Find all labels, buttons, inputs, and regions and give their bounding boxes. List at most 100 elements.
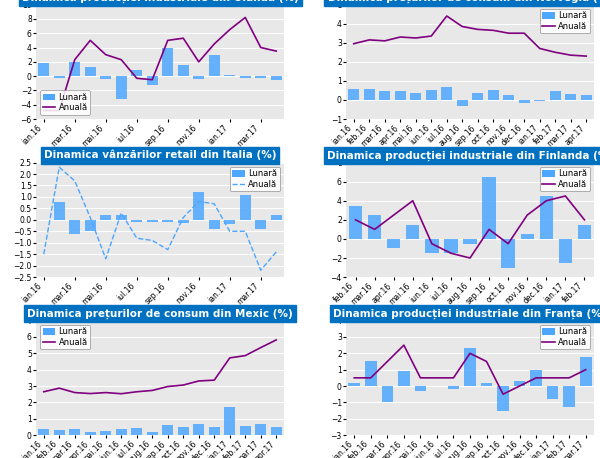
Bar	[70, 62, 80, 76]
Bar	[131, 71, 142, 76]
Bar	[85, 220, 95, 231]
Bar	[131, 428, 142, 435]
Legend: Lunară, Anuală: Lunară, Anuală	[540, 9, 590, 33]
Legend: Lunară, Anuală: Lunară, Anuală	[540, 325, 590, 349]
Bar	[387, 239, 400, 248]
Bar	[426, 89, 437, 100]
Legend: Lunară, Anuală: Lunară, Anuală	[540, 167, 590, 191]
Bar	[502, 239, 515, 267]
Bar	[563, 386, 575, 407]
Bar	[163, 48, 173, 76]
Bar	[54, 202, 65, 220]
Bar	[256, 220, 266, 229]
Bar	[193, 192, 204, 220]
Bar	[349, 88, 359, 100]
Bar	[163, 220, 173, 222]
Bar	[271, 215, 281, 220]
Bar	[147, 432, 158, 435]
Bar	[256, 76, 266, 78]
Bar	[503, 95, 514, 100]
Bar	[521, 234, 534, 239]
Bar	[565, 94, 576, 100]
Bar	[256, 424, 266, 435]
Bar	[147, 76, 158, 86]
Bar	[398, 371, 410, 386]
Bar	[240, 426, 251, 435]
Bar	[240, 195, 251, 220]
Bar	[349, 383, 360, 386]
Bar	[382, 386, 393, 403]
Bar	[209, 427, 220, 435]
Bar	[193, 424, 204, 435]
Bar	[550, 92, 560, 100]
Bar	[519, 100, 530, 103]
Bar	[100, 431, 111, 435]
Bar	[444, 239, 458, 253]
Bar	[530, 370, 542, 386]
Bar	[85, 67, 95, 76]
Bar	[116, 215, 127, 220]
Bar	[54, 76, 65, 77]
Bar	[464, 349, 476, 386]
Bar	[488, 91, 499, 100]
Bar	[410, 93, 421, 100]
Bar	[178, 220, 188, 223]
Bar	[559, 239, 572, 263]
Bar	[457, 100, 467, 106]
Bar	[271, 76, 281, 81]
Bar	[178, 427, 188, 435]
Bar	[38, 429, 49, 435]
Bar	[116, 76, 127, 99]
Bar	[209, 220, 220, 229]
Bar	[580, 357, 592, 386]
Bar	[581, 95, 592, 100]
Bar	[364, 88, 374, 100]
Bar	[547, 386, 559, 399]
Bar	[70, 430, 80, 435]
Bar	[379, 92, 390, 100]
Bar	[240, 76, 251, 77]
Bar	[100, 215, 111, 220]
Bar	[425, 239, 439, 253]
Bar	[100, 76, 111, 79]
Bar	[463, 239, 476, 244]
Bar	[131, 220, 142, 222]
Bar	[539, 196, 553, 239]
Bar	[70, 220, 80, 234]
Bar	[442, 87, 452, 100]
Bar	[395, 92, 406, 100]
Bar	[147, 220, 158, 222]
Bar	[415, 386, 426, 391]
Legend: Lunară, Anuală: Lunară, Anuală	[40, 90, 90, 115]
Title: Dinamica producției industriale din Olanda (%): Dinamica producției industriale din Olan…	[22, 0, 298, 3]
Title: Dinamica vânzărilor retail din Italia (%): Dinamica vânzărilor retail din Italia (%…	[44, 150, 276, 160]
Bar	[54, 430, 65, 435]
Bar	[38, 63, 49, 76]
Bar	[481, 383, 493, 386]
Title: Dinamica prețurilor de consum din Mexic (%): Dinamica prețurilor de consum din Mexic …	[27, 308, 293, 319]
Legend: Lunară, Anuală: Lunară, Anuală	[230, 167, 280, 191]
Bar	[224, 220, 235, 224]
Bar	[193, 76, 204, 79]
Bar	[514, 381, 526, 386]
Bar	[271, 427, 281, 435]
Title: Dinamica producției industriale din Franța (%): Dinamica producției industriale din Fran…	[333, 308, 600, 319]
Bar	[472, 93, 483, 100]
Bar	[535, 100, 545, 101]
Bar	[578, 224, 591, 239]
Bar	[368, 215, 381, 239]
Bar	[448, 386, 459, 389]
Title: Dinamica producției industriale din Finlanda (%): Dinamica producției industriale din Finl…	[327, 150, 600, 161]
Bar	[85, 431, 95, 435]
Bar	[349, 206, 362, 239]
Bar	[482, 177, 496, 239]
Legend: Lunară, Anuală: Lunară, Anuală	[40, 325, 90, 349]
Bar	[163, 425, 173, 435]
Bar	[406, 224, 419, 239]
Bar	[178, 65, 188, 76]
Bar	[116, 430, 127, 435]
Bar	[209, 55, 220, 76]
Bar	[224, 407, 235, 435]
Title: Dinamica prețurilor de consum din Norvegia (%): Dinamica prețurilor de consum din Norveg…	[328, 0, 600, 3]
Bar	[497, 386, 509, 410]
